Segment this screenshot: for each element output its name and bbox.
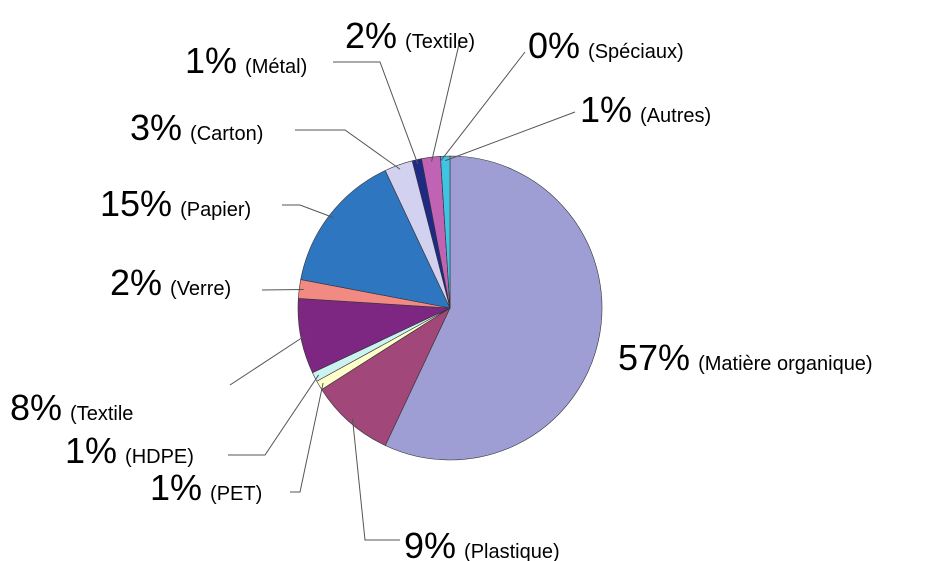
slice-percent: 8% (10, 387, 62, 428)
slice-label: 9% (Plastique) (404, 525, 560, 561)
slice-name: (PET) (210, 483, 262, 505)
slice-label: 8% (Textile (10, 387, 133, 428)
slice-percent: 3% (130, 107, 182, 148)
slice-name: (Autres) (640, 105, 711, 127)
leader-line (333, 61, 419, 165)
slice-name: (Verre) (170, 278, 231, 300)
slice-name: (Textile) (405, 31, 475, 53)
slice-percent: 1% (185, 40, 237, 81)
slice-name: (Carton) (190, 123, 263, 145)
pie-slice (440, 155, 451, 309)
slice-label: 57% (Matière organique) (618, 337, 873, 378)
slice-label: 1% (HDPE) (65, 430, 194, 471)
leader-line (228, 374, 320, 456)
slice-label: 2% (Verre) (110, 262, 231, 303)
slice-label: 1% (Métal) (185, 40, 307, 81)
slice-label: 1% (PET) (150, 467, 262, 508)
slice-label: 2% (Textile) (345, 15, 475, 56)
leader-line (445, 111, 576, 162)
slice-percent: 0% (528, 25, 580, 66)
slice-label: 15% (Papier) (100, 183, 251, 224)
leader-line (351, 418, 400, 541)
leader-line (229, 335, 306, 386)
pie-slice (300, 170, 451, 309)
slice-name: (Plastique) (464, 541, 560, 561)
slice-percent: 2% (345, 15, 397, 56)
slice-percent: 57% (618, 337, 690, 378)
leader-line (295, 129, 401, 170)
slice-name: (HDPE) (125, 446, 194, 468)
slice-percent: 1% (65, 430, 117, 471)
leader-line (440, 51, 526, 162)
pie-slice (321, 307, 451, 446)
slice-label: 0% (Spéciaux) (528, 25, 684, 66)
slice-percent: 1% (150, 467, 202, 508)
slice-name: (Papier) (180, 199, 251, 221)
slice-name: (Matière organique) (698, 353, 873, 375)
slice-percent: 2% (110, 262, 162, 303)
slice-label: 3% (Carton) (130, 107, 263, 148)
slice-percent: 9% (404, 525, 456, 561)
pie-slice (384, 155, 603, 461)
slice-percent: 15% (100, 183, 172, 224)
slice-name: (Spéciaux) (588, 41, 684, 63)
leader-line (290, 382, 324, 493)
slice-label: 1% (Autres) (580, 89, 711, 130)
leader-line (431, 39, 461, 162)
leader-line (282, 204, 334, 219)
slice-percent: 1% (580, 89, 632, 130)
slice-name: (Métal) (245, 56, 307, 78)
slice-name: (Textile (70, 403, 133, 425)
